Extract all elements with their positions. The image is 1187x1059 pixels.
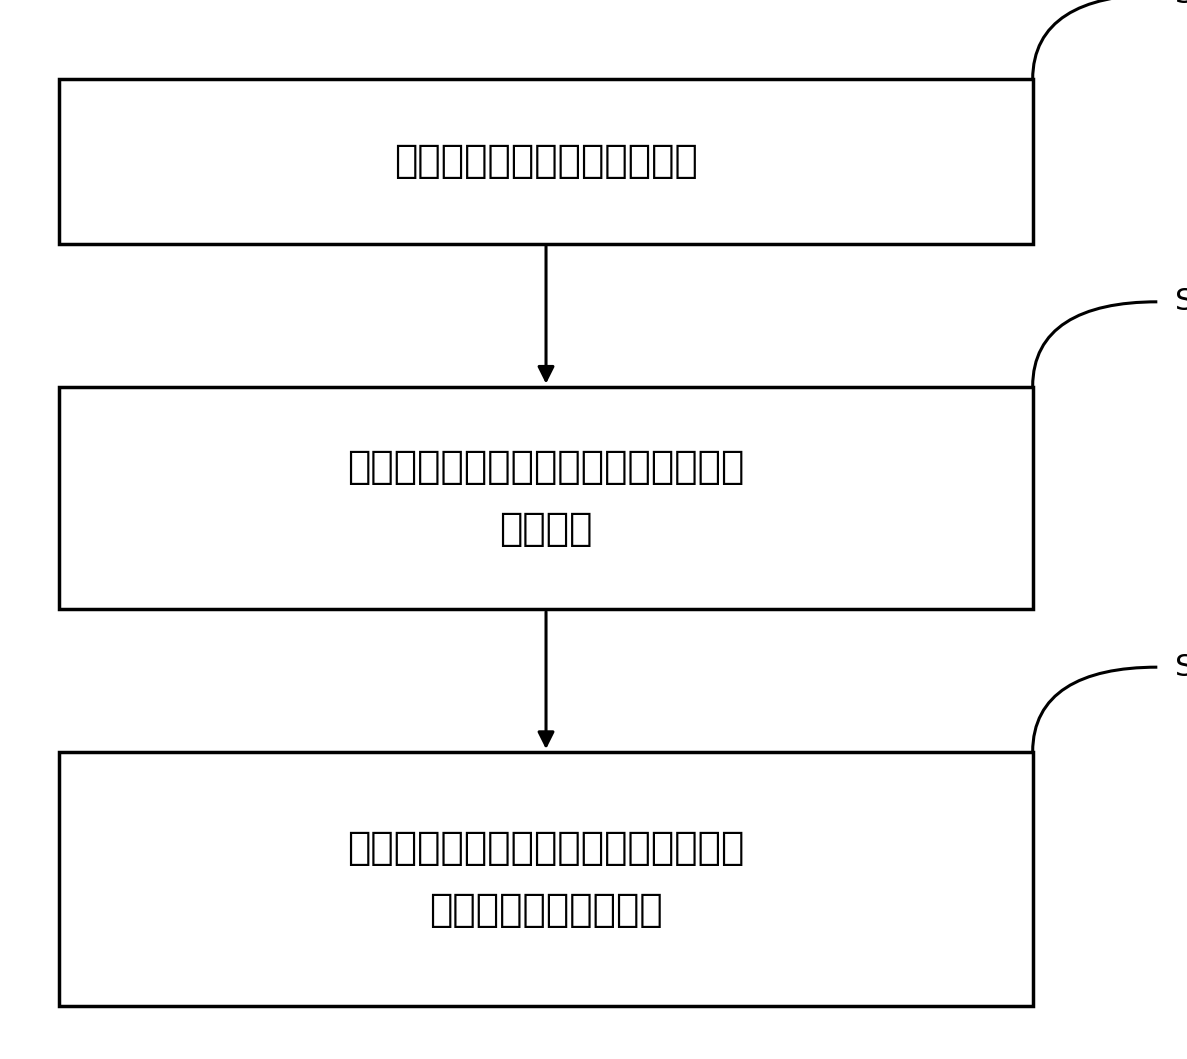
Bar bbox=[59, 752, 1033, 1006]
Bar bbox=[59, 79, 1033, 244]
Text: S120: S120 bbox=[1175, 287, 1187, 317]
Text: 将当前时刻的路口状态数据输入交通灯
相位模型: 将当前时刻的路口状态数据输入交通灯 相位模型 bbox=[348, 448, 744, 548]
Text: 根据交通灯相位模型输出的交通灯相位
状态控制交通灯的相位: 根据交通灯相位模型输出的交通灯相位 状态控制交通灯的相位 bbox=[348, 829, 744, 929]
Text: S110: S110 bbox=[1175, 0, 1187, 10]
Text: 采集当前时刻的路口状态数据: 采集当前时刻的路口状态数据 bbox=[394, 143, 698, 180]
Text: S130: S130 bbox=[1175, 652, 1187, 682]
Bar bbox=[59, 387, 1033, 609]
